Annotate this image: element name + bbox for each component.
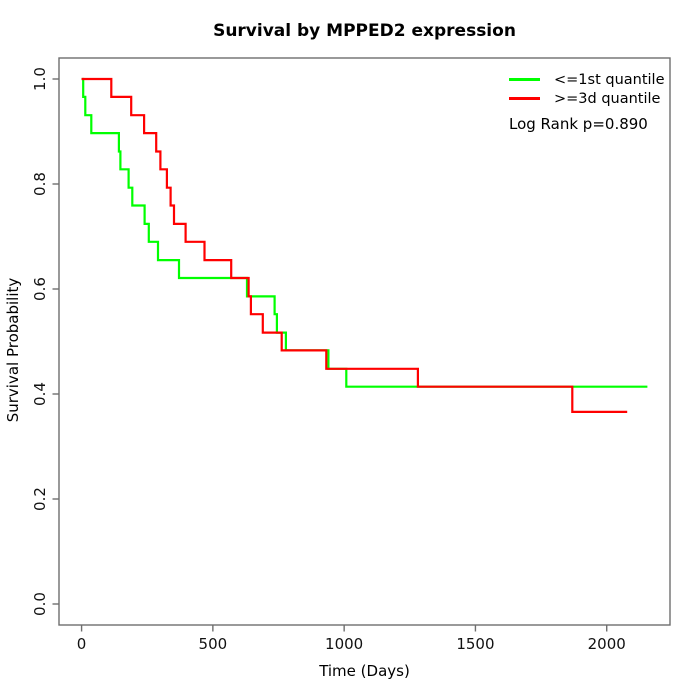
x-axis-tick-label: 0 (77, 635, 87, 653)
y-axis-tick-label: 0.2 (31, 487, 49, 511)
x-axis-tick-label: 1000 (325, 635, 363, 653)
y-axis-tick-label: 0.8 (31, 172, 49, 196)
plot-box (58, 57, 671, 626)
x-axis-tick-label: 500 (199, 635, 228, 653)
legend-label-high-quantile: >=3d quantile (554, 90, 661, 107)
log-rank-annotation: Log Rank p=0.890 (509, 115, 648, 133)
y-axis-tick-label: 0.6 (31, 277, 49, 301)
x-axis-tick-label: 2000 (588, 635, 626, 653)
chart-title: Survival by MPPED2 expression (213, 21, 516, 41)
y-axis-tick-label: 0.4 (31, 382, 49, 406)
survival-curve-low-quantile (81, 77, 648, 388)
legend-swatch-green (509, 78, 540, 81)
y-axis-tick-label: 0.0 (31, 592, 49, 616)
legend-swatch-red (509, 97, 540, 100)
legend-item: <=1st quantile (509, 70, 665, 89)
legend-item: >=3d quantile (509, 89, 665, 108)
survival-curve-high-quantile (81, 77, 628, 413)
y-axis-tick-label: 1.0 (31, 67, 49, 91)
x-axis-tick-label: 1500 (456, 635, 494, 653)
legend: <=1st quantile >=3d quantile Log Rank p=… (509, 70, 665, 133)
legend-label-low-quantile: <=1st quantile (554, 71, 665, 88)
x-axis-label: Time (Days) (319, 662, 410, 680)
